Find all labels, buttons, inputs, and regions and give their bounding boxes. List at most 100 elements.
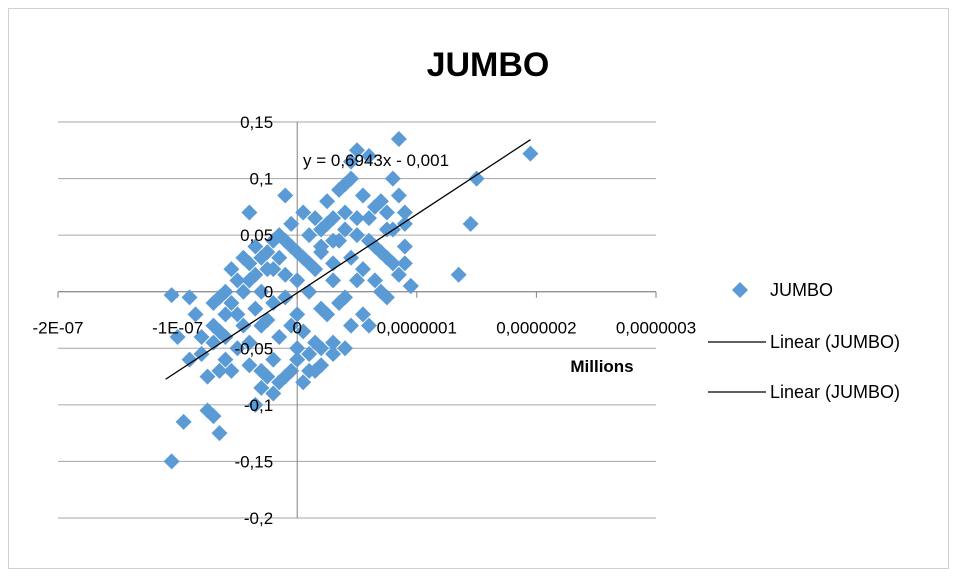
legend: JUMBO Linear (JUMBO) Linear (JUMBO) — [708, 280, 900, 402]
data-point — [462, 215, 479, 232]
data-point — [360, 317, 377, 334]
data-point — [241, 204, 258, 221]
data-point — [396, 204, 413, 221]
data-point — [337, 204, 354, 221]
data-point — [337, 340, 354, 357]
data-point — [247, 238, 264, 255]
data-point — [199, 368, 216, 385]
data-point — [181, 351, 198, 368]
data-point — [313, 221, 330, 238]
data-point — [384, 170, 401, 187]
y-tick-label: 0,05 — [240, 226, 273, 245]
data-point — [522, 145, 539, 162]
data-point — [289, 351, 306, 368]
data-point — [283, 317, 300, 334]
legend-label: Linear (JUMBO) — [770, 382, 900, 402]
data-point — [378, 221, 395, 238]
data-point — [349, 142, 365, 159]
data-point — [360, 147, 377, 164]
legend-label: JUMBO — [770, 280, 833, 300]
data-point — [295, 374, 312, 391]
data-point — [390, 187, 407, 204]
data-point — [205, 317, 222, 334]
data-point — [337, 221, 354, 238]
y-tick-label: 0,15 — [240, 113, 273, 132]
data-point — [307, 362, 324, 379]
data-point — [325, 345, 342, 362]
data-point — [223, 261, 240, 278]
data-point — [289, 244, 306, 261]
data-point — [205, 408, 222, 425]
data-point — [205, 334, 222, 351]
x-tick-label: 0 — [292, 319, 301, 338]
data-point — [247, 300, 264, 317]
data-point — [223, 362, 240, 379]
data-point — [384, 255, 401, 272]
trendline-group — [165, 139, 531, 380]
data-points — [163, 130, 539, 470]
data-point — [211, 362, 228, 379]
data-point — [325, 272, 342, 289]
x-tick-label: -2E-07 — [32, 319, 83, 338]
chart-title: JUMBO — [427, 46, 550, 84]
data-point — [229, 340, 246, 357]
data-point — [211, 425, 228, 442]
data-point — [235, 283, 252, 300]
y-tick-label: 0,1 — [250, 170, 274, 189]
data-point — [253, 283, 270, 300]
data-point — [307, 210, 324, 227]
data-point — [271, 374, 288, 391]
data-point — [229, 272, 246, 289]
x-tick-label: 0,0000003 — [616, 319, 696, 338]
y-tick-label: -0,15 — [234, 452, 273, 471]
data-point — [378, 204, 395, 221]
data-point — [217, 283, 234, 300]
data-point — [235, 317, 252, 334]
data-point — [360, 232, 377, 249]
data-point — [217, 351, 234, 368]
data-point — [349, 210, 365, 227]
data-point — [372, 244, 389, 261]
x-tick-label: -1E-07 — [152, 319, 203, 338]
data-point — [319, 306, 336, 323]
data-point — [169, 328, 186, 345]
data-point — [301, 227, 318, 244]
data-point — [354, 187, 371, 204]
data-point — [301, 283, 318, 300]
data-point — [175, 413, 192, 430]
data-point — [313, 244, 330, 261]
data-point — [396, 255, 413, 272]
data-point — [343, 317, 360, 334]
data-point — [354, 306, 371, 323]
data-point — [372, 283, 389, 300]
data-point — [366, 272, 383, 289]
data-point — [343, 153, 360, 170]
data-point — [265, 261, 282, 278]
x-tick-label: 0,0000001 — [377, 319, 457, 338]
data-point — [337, 176, 354, 193]
data-point — [301, 345, 318, 362]
data-point — [354, 261, 371, 278]
data-point — [181, 289, 198, 306]
y-tick-label: -0,1 — [244, 396, 273, 415]
data-point — [325, 232, 342, 249]
data-point — [468, 170, 485, 187]
legend-label: Linear (JUMBO) — [770, 332, 900, 352]
data-point — [241, 272, 258, 289]
data-point — [241, 255, 258, 272]
data-point — [253, 379, 270, 396]
data-point — [265, 385, 282, 402]
data-point — [247, 396, 264, 413]
data-point — [289, 272, 306, 289]
data-point — [325, 210, 342, 227]
data-point — [277, 232, 294, 249]
data-point — [289, 306, 306, 323]
data-point — [163, 453, 180, 470]
data-point — [217, 306, 234, 323]
data-point — [349, 272, 365, 289]
data-point — [241, 357, 258, 374]
data-point — [301, 255, 318, 272]
data-point — [450, 266, 467, 283]
chart-area — [8, 8, 949, 569]
